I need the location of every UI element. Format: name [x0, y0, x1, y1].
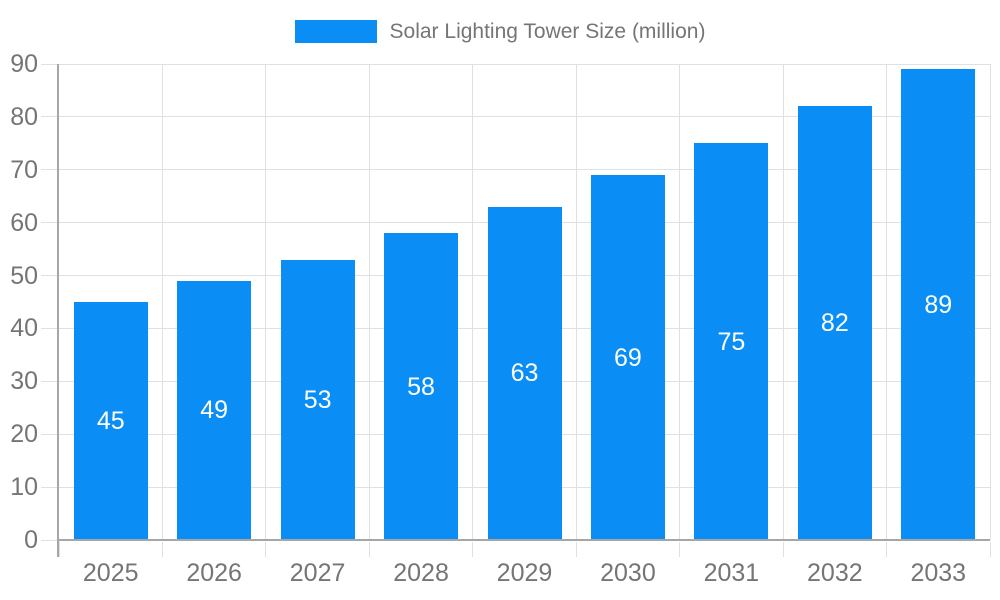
gridline-vertical — [575, 64, 577, 540]
y-tick-label: 0 — [24, 526, 38, 554]
y-tick-label: 10 — [10, 473, 38, 502]
bar — [590, 175, 665, 540]
x-axis-tick — [472, 542, 474, 557]
y-tick-label: 40 — [10, 314, 38, 343]
x-tick-label: 2033 — [910, 559, 967, 587]
bar-value-label: 69 — [614, 343, 642, 372]
y-axis-tick — [41, 222, 59, 224]
x-axis-line — [57, 539, 990, 541]
x-axis-tick — [679, 542, 681, 557]
gridline-vertical — [679, 64, 681, 540]
y-tick-label: 60 — [10, 208, 38, 237]
y-axis-tick — [41, 275, 59, 277]
y-tick-label: 80 — [10, 102, 38, 131]
gridline-vertical — [265, 64, 267, 540]
x-axis-tick — [989, 542, 991, 557]
bar — [177, 280, 252, 540]
bar-value-label: 63 — [510, 359, 539, 388]
bar-value-label: 53 — [303, 385, 332, 414]
bar-value-label: 45 — [96, 407, 125, 435]
bar — [384, 233, 459, 540]
y-axis-tick — [41, 169, 59, 171]
x-tick-label: 2028 — [393, 559, 449, 587]
bar-value-label: 49 — [200, 396, 229, 425]
y-tick-label: 70 — [10, 155, 38, 184]
y-axis-tick — [41, 539, 59, 541]
x-tick-label: 2032 — [807, 559, 863, 587]
x-tick-label: 2029 — [496, 559, 553, 587]
y-axis-tick — [41, 486, 59, 488]
y-axis-tick — [41, 327, 59, 329]
gridline-horizontal — [59, 116, 990, 118]
y-tick-label: 90 — [10, 50, 38, 78]
bar-value-label: 89 — [924, 290, 953, 319]
legend-swatch — [294, 20, 377, 43]
gridline-vertical — [989, 64, 991, 540]
gridline-vertical — [886, 64, 888, 540]
bar — [280, 259, 355, 540]
gridline-vertical — [472, 64, 474, 540]
bar — [694, 143, 769, 540]
x-tick-label: 2025 — [82, 559, 139, 587]
legend-series-label: Solar Lighting Tower Size (million) — [389, 20, 706, 43]
bar — [487, 206, 562, 540]
x-axis-tick — [58, 542, 60, 557]
y-tick-label: 20 — [10, 420, 38, 449]
x-axis-tick — [161, 542, 163, 557]
x-tick-label: 2027 — [289, 559, 346, 587]
bar-value-label: 58 — [407, 372, 435, 401]
x-tick-label: 2030 — [600, 559, 656, 587]
y-tick-label: 30 — [10, 367, 38, 396]
gridline-vertical — [161, 64, 163, 540]
x-axis-tick — [575, 542, 577, 557]
x-axis-tick — [265, 542, 267, 557]
y-axis-line — [57, 64, 59, 557]
bar — [901, 69, 976, 540]
y-axis-tick — [41, 63, 59, 65]
x-axis-tick — [368, 542, 370, 557]
y-axis-tick — [41, 380, 59, 382]
x-axis-tick — [886, 542, 888, 557]
gridline-horizontal — [59, 169, 990, 171]
bar-value-label: 82 — [820, 309, 849, 338]
x-tick-label: 2031 — [703, 559, 760, 587]
x-axis-tick — [782, 542, 784, 557]
gridline-vertical — [782, 64, 784, 540]
chart-legend: Solar Lighting Tower Size (million) — [0, 20, 1000, 43]
bar-value-label: 75 — [717, 327, 746, 356]
bar — [73, 302, 148, 540]
y-tick-label: 50 — [10, 261, 38, 290]
x-tick-label: 2026 — [186, 559, 242, 587]
y-axis-tick — [41, 433, 59, 435]
bar — [797, 106, 872, 540]
y-axis-tick — [41, 116, 59, 118]
gridline-vertical — [368, 64, 370, 540]
gridline-horizontal — [59, 63, 990, 65]
